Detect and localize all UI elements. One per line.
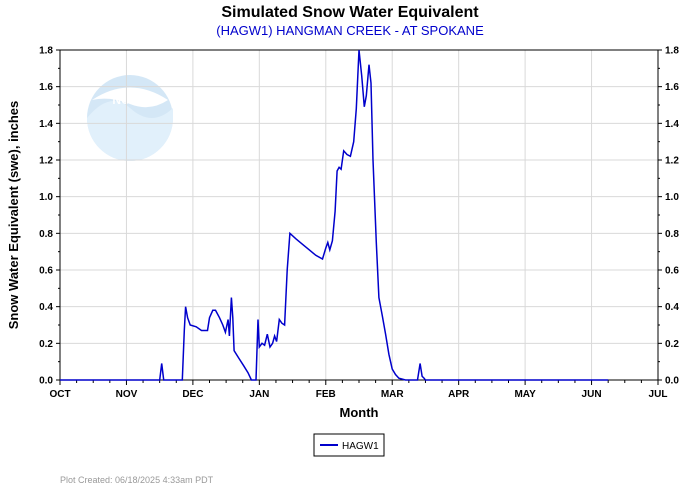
y-tick-label-left: 1.0 <box>39 192 53 203</box>
y-tick-label-right: 1.0 <box>665 192 679 203</box>
x-tick-label: FEB <box>316 389 336 400</box>
y-tick-label-left: 0.2 <box>39 339 53 350</box>
y-tick-label-left: 1.6 <box>39 82 53 93</box>
y-tick-label-left: 1.8 <box>39 46 53 57</box>
x-axis-label: Month <box>340 405 379 420</box>
y-tick-label-right: 0.6 <box>665 266 679 277</box>
y-tick-label-left: 1.4 <box>39 119 53 130</box>
y-tick-label-right: 1.2 <box>665 156 679 167</box>
y-tick-label-right: 0.8 <box>665 229 679 240</box>
y-tick-label-left: 0.4 <box>39 302 53 313</box>
legend-box <box>313 433 385 457</box>
legend-entry: HAGW1 <box>342 441 379 452</box>
noaa-logo-watermark: NOAA <box>87 75 173 161</box>
y-axis: 0.0 0.0 0.2 0.2 0.4 0.4 0.6 0.6 0.8 0.8 1.0 1.0 1.2 1… <box>39 46 679 387</box>
y-tick-label-right: 1.6 <box>665 82 679 93</box>
legend: HAGW1 <box>313 433 385 457</box>
x-tick-label: OCT <box>49 389 70 400</box>
y-tick-label-right: 0.0 <box>665 376 679 387</box>
chart-title: Simulated Snow Water Equivalent <box>221 4 479 21</box>
series-line-hagw1 <box>60 49 609 381</box>
x-tick-label: MAR <box>381 389 405 400</box>
x-tick-label: NOV <box>116 389 138 400</box>
y-tick-label-left: 0.8 <box>39 229 53 240</box>
y-tick-label-right: 0.2 <box>665 339 679 350</box>
y-tick-label-left: 1.2 <box>39 156 53 167</box>
y-tick-label-right: 1.4 <box>665 119 679 130</box>
x-tick-label: JAN <box>249 389 269 400</box>
y-tick-label-right: 0.4 <box>665 302 679 313</box>
x-tick-label: JUN <box>582 389 602 400</box>
chart-subtitle: (HAGW1) HANGMAN CREEK - AT SPOKANE <box>216 23 484 38</box>
x-axis: OCT NOV DEC JAN FEB MAR APR MAY JUN JUL <box>49 380 667 400</box>
y-tick-label-left: 0.6 <box>39 266 53 277</box>
svg-text:NOAA: NOAA <box>112 93 148 107</box>
y-tick-label-right: 1.8 <box>665 46 679 57</box>
x-tick-label: DEC <box>182 389 203 400</box>
y-tick-label-left: 0.0 <box>39 376 53 387</box>
plot-created-text: Plot Created: 06/18/2025 4:33am PDT <box>60 475 214 485</box>
y-axis-label: Snow Water Equivalent (swe), inches <box>6 101 21 330</box>
x-tick-label: MAY <box>514 389 536 400</box>
gridlines <box>60 50 658 380</box>
x-tick-label: APR <box>448 389 470 400</box>
x-tick-label: JUL <box>649 389 668 400</box>
